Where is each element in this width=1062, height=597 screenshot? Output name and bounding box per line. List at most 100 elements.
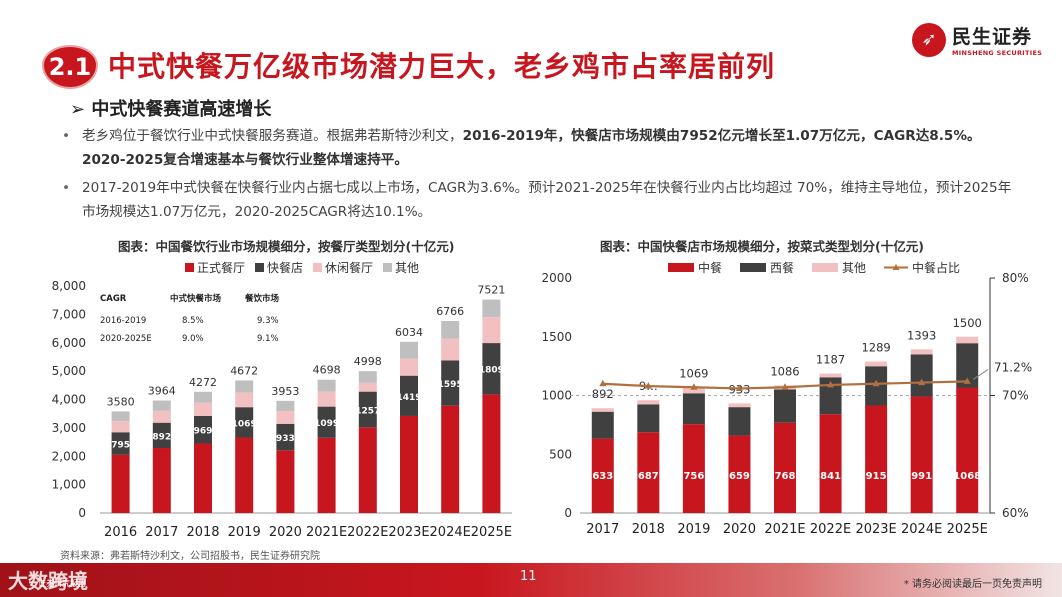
x-tick-label: 2024E	[901, 522, 942, 537]
bar-segment	[441, 360, 460, 406]
bar-segment	[637, 432, 660, 513]
table-cell: 8.5%	[182, 316, 204, 326]
chart1-restaurant-types: 正式餐厅 快餐店 休闲餐厅 其他 0 1,000 2,000 3,000 4,000 5,000 6…	[52, 260, 512, 540]
share-point	[872, 379, 880, 387]
share-point	[918, 378, 926, 386]
y-tick-label: 4,000	[52, 393, 86, 407]
bar-inner-label: 915	[866, 471, 887, 482]
bar-inner-label: 795	[111, 441, 130, 451]
bar-segment	[441, 338, 460, 361]
line-end-label: 71.2%	[994, 360, 1032, 374]
bar-segment	[819, 414, 842, 513]
bar-total-label: 4672	[230, 364, 258, 377]
bar-total-label: 4698	[313, 364, 341, 377]
y2-tick-label: 80%	[1002, 271, 1029, 285]
page-title: 中式快餐万亿级市场潜力巨大，老乡鸡市占率居前列	[108, 50, 776, 83]
table-header: CAGR	[100, 294, 127, 304]
bar-total-label: 3953	[271, 385, 299, 398]
bar-inner-label: 933	[276, 434, 295, 444]
table-cell: 2020-2025E	[100, 334, 152, 344]
bar-segment	[152, 448, 171, 513]
legend-label: 休闲餐厅	[325, 260, 373, 275]
bar-segment	[358, 371, 377, 383]
bar-segment	[235, 437, 254, 513]
bar-total-label: 6766	[436, 305, 464, 318]
bar-segment	[682, 387, 705, 394]
legend-label: 正式餐厅	[197, 260, 245, 275]
bar-inner-label: 1257	[355, 406, 380, 416]
bar-segment	[276, 423, 295, 451]
y-tick-label: 1,000	[52, 478, 86, 492]
bar-total-label: 4272	[189, 376, 217, 389]
legend-swatch	[668, 263, 694, 272]
bar-total-label: 1500	[953, 316, 982, 330]
bar-segment	[317, 379, 336, 392]
x-tick-label: 2025E	[471, 525, 512, 540]
bar-segment	[358, 391, 377, 428]
x-tick-label: 2019	[677, 522, 710, 537]
bar-segment	[358, 427, 377, 513]
share-point	[963, 377, 971, 384]
bar-segment	[591, 411, 614, 439]
legend-label: 其他	[395, 261, 419, 275]
bar-segment	[111, 432, 130, 455]
bar-segment	[235, 407, 254, 438]
bar-inner-label: 756	[683, 471, 704, 482]
x-tick-label: 2021E	[306, 525, 347, 540]
share-point	[735, 384, 743, 391]
bar-inner-label: 1809	[479, 366, 504, 376]
bar-total-label: 892	[592, 387, 614, 401]
y-tick-label: 2000	[541, 271, 572, 285]
bar-segment	[637, 400, 660, 405]
y-tick-label: 1000	[541, 389, 572, 403]
bar-inner-label: 1069	[232, 419, 257, 429]
y-tick-label: 8,000	[52, 279, 86, 293]
x-tick-label: 2024E	[430, 525, 471, 540]
bar-segment	[235, 392, 254, 408]
share-point	[599, 379, 607, 387]
share-point	[827, 380, 835, 388]
legend-swatch	[185, 263, 194, 272]
bar-segment	[111, 454, 130, 513]
x-tick-label: 2020	[723, 522, 756, 537]
bar-segment	[865, 405, 888, 513]
legend-label: 中餐占比	[912, 260, 960, 275]
bar-segment	[682, 393, 705, 425]
x-tick-label: 2023E	[855, 522, 896, 537]
bar-segment	[956, 336, 979, 344]
footer-bar	[0, 563, 1062, 597]
x-tick-label: 2019	[228, 525, 261, 540]
bar-inner-label: 1595	[438, 380, 463, 390]
bullet-item: 老乡鸡位于餐饮行业中式快餐服务赛道。根据弗若斯特沙利文，2016-2019年，快…	[62, 124, 1022, 172]
bar-total-label: 6034	[395, 326, 423, 339]
y-tick-label: 500	[549, 447, 572, 461]
legend-marker	[892, 264, 900, 270]
legend-swatch	[812, 263, 838, 272]
bar-segment	[910, 349, 933, 355]
bar-total-label: 1289	[861, 341, 890, 355]
bar-segment	[591, 408, 614, 412]
bar-segment	[276, 450, 295, 513]
y-tick-label: 7,000	[52, 307, 86, 321]
x-tick-label: 2025E	[947, 522, 988, 537]
bar-total-label: 1393	[907, 328, 936, 342]
x-tick-label: 2017	[586, 522, 619, 537]
legend-label: 西餐	[770, 260, 794, 275]
bar-segment	[400, 358, 418, 376]
bullet-item: 2017-2019年中式快餐在快餐行业内占据七成以上市场，CAGR为3.6%。预…	[62, 176, 1022, 224]
chart1-title: 图表：中国餐饮行业市场规模细分，按餐厅类型划分(十亿元)	[118, 239, 455, 254]
bar-inner-label: 991	[911, 471, 932, 482]
source-note: 资料来源：弗若斯特沙利文，公司招股书，民生证券研究院	[60, 551, 320, 562]
bar-segment	[194, 415, 212, 444]
bar-total-label: 3964	[148, 385, 176, 398]
bar-segment	[865, 361, 888, 367]
bar-segment	[956, 387, 979, 513]
bar-total-label: 4998	[354, 355, 382, 368]
bar-inner-label: 892	[152, 432, 171, 442]
bar-total-label: 3580	[107, 395, 135, 408]
page-number: 11	[520, 569, 537, 584]
bar-segment	[317, 406, 336, 438]
legend-label: 中餐	[698, 260, 722, 275]
y-tick-label: 3,000	[52, 421, 86, 435]
subheading: ➢ 中式快餐赛道高速增长	[70, 99, 272, 120]
